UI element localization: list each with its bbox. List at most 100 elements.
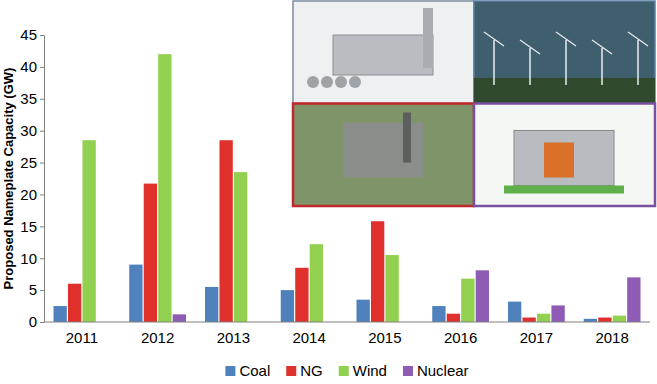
- inset-shape: [520, 40, 540, 54]
- bar: [295, 268, 308, 322]
- bar-series: [173, 270, 641, 322]
- bar: [281, 290, 294, 322]
- y-tick: 10: [20, 250, 44, 267]
- y-axis-line: [44, 36, 45, 323]
- y-tick-mark: [40, 67, 44, 68]
- bar: [461, 279, 474, 322]
- y-tick-mark: [40, 290, 44, 291]
- inset-shape: [474, 78, 655, 104]
- legend-swatch: [225, 366, 235, 376]
- inset-shape: [565, 40, 567, 85]
- inset-shape: [493, 40, 495, 85]
- legend-swatch: [403, 366, 413, 376]
- y-tick-label: 5: [29, 281, 37, 298]
- y-tick-label: 45: [20, 26, 37, 43]
- legend-label: Nuclear: [417, 362, 469, 379]
- bar: [522, 318, 535, 322]
- bar: [82, 140, 95, 322]
- inset-shape: [403, 113, 411, 163]
- y-tick-mark: [40, 258, 44, 259]
- inset-shape: [529, 48, 531, 85]
- x-tick: 2016: [444, 322, 477, 346]
- legend-item: Nuclear: [403, 362, 469, 379]
- bar: [234, 172, 247, 322]
- y-tick-label: 35: [20, 90, 37, 107]
- bar: [551, 305, 564, 322]
- y-tick: 30: [20, 122, 44, 139]
- inset-coal: [293, 104, 474, 207]
- y-tick-label: 25: [20, 154, 37, 171]
- bar: [205, 287, 218, 322]
- legend-label: NG: [300, 362, 323, 379]
- x-tick: 2018: [595, 322, 628, 346]
- legend-item: Wind: [339, 362, 387, 379]
- inset-wind: [474, 1, 655, 104]
- chart-root: 0 5 10 15 20 25 30 35 40 45 2011 2012 2013 2014 2015 20…: [0, 0, 657, 384]
- bar: [219, 140, 232, 322]
- x-tick: 2014: [292, 322, 325, 346]
- y-tick: 40: [20, 58, 44, 75]
- y-tick-label: 15: [20, 218, 37, 235]
- y-tick-mark: [40, 99, 44, 100]
- bar: [173, 314, 186, 322]
- x-tick-label: 2013: [217, 329, 250, 346]
- bar: [158, 54, 171, 322]
- y-tick-label: 10: [20, 250, 37, 267]
- inset-shape: [423, 8, 433, 68]
- y-tick-mark: [40, 194, 44, 195]
- bar: [508, 302, 521, 322]
- inset-shape: [504, 186, 624, 194]
- bar: [598, 318, 611, 322]
- inset-shape: [321, 76, 333, 88]
- x-tick: 2012: [141, 322, 174, 346]
- y-tick-mark: [40, 163, 44, 164]
- x-tick: 2011: [66, 322, 98, 346]
- inset-shape: [514, 131, 614, 186]
- inset-turbine: [293, 1, 474, 104]
- x-tick: 2013: [217, 322, 250, 346]
- y-axis: 0 5 10 15 20 25 30 35 40 45: [20, 26, 44, 330]
- inset-shape: [349, 76, 361, 88]
- x-tick-label: 2012: [141, 329, 174, 346]
- legend-label: Coal: [239, 362, 270, 379]
- inset-shape: [307, 76, 319, 88]
- x-tick: 2017: [520, 322, 553, 346]
- legend-swatch: [286, 366, 296, 376]
- inset-shape: [637, 40, 639, 85]
- x-tick-label: 2018: [595, 329, 628, 346]
- y-tick: 20: [20, 186, 44, 203]
- y-tick: 35: [20, 90, 44, 107]
- inset-shape: [601, 48, 603, 85]
- bar: [356, 300, 369, 322]
- bar: [627, 277, 640, 322]
- bar-series: [53, 265, 597, 322]
- inset-nuclear: [474, 104, 655, 207]
- legend-swatch: [339, 366, 349, 376]
- bar: [447, 314, 460, 322]
- bar: [613, 316, 626, 322]
- legend-item: NG: [286, 362, 323, 379]
- legend-item: Coal: [225, 362, 270, 379]
- y-tick: 5: [29, 281, 44, 298]
- bar: [432, 306, 445, 322]
- y-tick: 45: [20, 26, 44, 43]
- x-tick-label: 2017: [520, 329, 553, 346]
- bar: [310, 244, 323, 322]
- y-tick-mark: [40, 226, 44, 227]
- x-tick-label: 2011: [66, 329, 98, 346]
- y-tick: 0: [29, 313, 44, 330]
- inset-shape: [592, 40, 612, 54]
- bar: [129, 265, 142, 322]
- y-tick-label: 30: [20, 122, 37, 139]
- inset-images: [293, 1, 655, 206]
- bar: [537, 314, 550, 322]
- legend-label: Wind: [353, 362, 387, 379]
- bar: [371, 221, 384, 322]
- y-tick: 25: [20, 154, 44, 171]
- bar: [476, 270, 489, 322]
- y-tick-mark: [40, 322, 44, 323]
- inset-shape: [556, 32, 576, 46]
- bar: [53, 306, 66, 322]
- bar: [385, 255, 398, 322]
- x-tick: 2015: [368, 322, 401, 346]
